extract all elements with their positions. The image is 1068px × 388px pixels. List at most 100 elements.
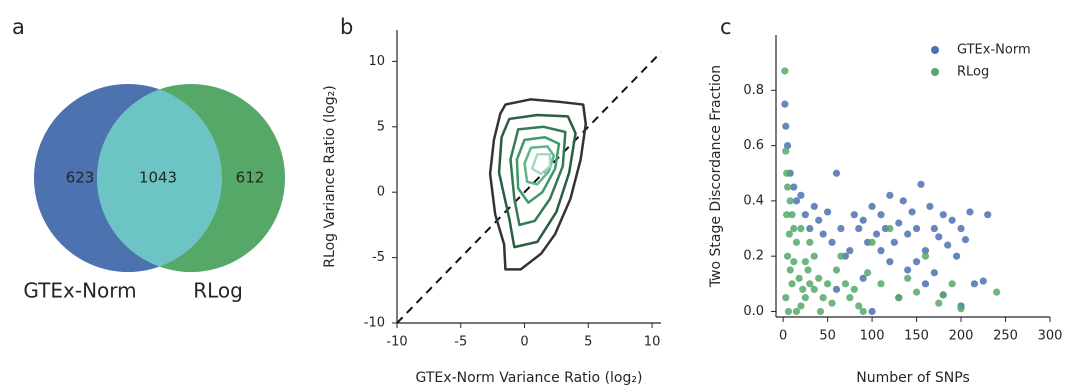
point bbox=[961, 235, 970, 244]
point bbox=[890, 238, 898, 246]
point bbox=[895, 219, 903, 227]
point bbox=[935, 299, 943, 307]
point bbox=[841, 280, 849, 288]
x-tick-label: 100 bbox=[860, 329, 885, 344]
point bbox=[828, 238, 836, 246]
y-tick-label: 0.6 bbox=[743, 138, 764, 153]
point bbox=[948, 280, 956, 288]
point bbox=[912, 258, 921, 266]
point bbox=[823, 208, 832, 216]
point bbox=[926, 202, 934, 211]
point bbox=[979, 277, 987, 285]
point bbox=[859, 307, 867, 316]
identity-line bbox=[396, 51, 662, 324]
point bbox=[908, 208, 916, 216]
point bbox=[783, 141, 792, 150]
contour-line bbox=[523, 145, 556, 186]
point bbox=[855, 224, 863, 233]
point bbox=[806, 280, 814, 288]
x-tick-label: 150 bbox=[904, 329, 929, 344]
set-label: GTEx-Norm bbox=[23, 279, 136, 303]
panel-label: c bbox=[720, 15, 732, 39]
contour-line bbox=[497, 113, 577, 249]
overlap bbox=[97, 84, 222, 272]
point bbox=[939, 211, 947, 219]
point bbox=[819, 230, 827, 238]
point bbox=[785, 230, 793, 238]
point bbox=[859, 274, 867, 282]
y-tick-label: 10 bbox=[368, 54, 385, 69]
point bbox=[815, 274, 823, 282]
point bbox=[952, 252, 961, 260]
point bbox=[801, 294, 809, 302]
x-tick-label: -5 bbox=[454, 335, 467, 350]
panel-label: a bbox=[12, 15, 25, 39]
point bbox=[782, 122, 790, 130]
y-axis-label: Two Stage Discordance Fraction bbox=[708, 65, 724, 288]
x-tick-label: 5 bbox=[584, 335, 592, 350]
point bbox=[904, 274, 912, 282]
point bbox=[957, 224, 965, 233]
x-axis-label: Number of SNPs bbox=[856, 370, 969, 386]
point bbox=[966, 208, 974, 216]
y-tick-label: 0.2 bbox=[743, 249, 764, 264]
point bbox=[797, 224, 805, 233]
point bbox=[939, 291, 947, 299]
point bbox=[783, 183, 792, 191]
point bbox=[837, 252, 845, 260]
contour-line bbox=[515, 136, 561, 204]
x-tick-label: 200 bbox=[949, 329, 974, 344]
point bbox=[784, 307, 793, 316]
point bbox=[783, 211, 791, 219]
point bbox=[786, 266, 794, 274]
legend-marker bbox=[931, 68, 939, 76]
point bbox=[832, 285, 841, 293]
point bbox=[804, 266, 812, 274]
point bbox=[792, 307, 801, 316]
point bbox=[846, 247, 854, 255]
point bbox=[899, 197, 907, 205]
point bbox=[832, 266, 841, 274]
point bbox=[912, 224, 921, 233]
point bbox=[877, 247, 885, 255]
x-axis-label: GTEx-Norm Variance Ratio (log₂) bbox=[416, 370, 643, 386]
y-tick-label: -5 bbox=[372, 250, 385, 265]
point bbox=[957, 305, 965, 313]
point bbox=[790, 183, 798, 191]
point bbox=[828, 299, 836, 307]
point bbox=[792, 238, 801, 246]
point bbox=[816, 307, 825, 316]
x-tick-label: 300 bbox=[1038, 329, 1063, 344]
set-label: RLog bbox=[193, 279, 243, 303]
point bbox=[864, 269, 872, 277]
x-tick-label: 250 bbox=[993, 329, 1018, 344]
point bbox=[837, 224, 845, 233]
panel-label: b bbox=[340, 15, 353, 39]
point bbox=[970, 280, 978, 288]
y-axis-label: RLog Variance Ratio (log₂) bbox=[322, 85, 338, 267]
point bbox=[993, 288, 1001, 296]
point bbox=[895, 294, 903, 302]
x-tick-label: 0 bbox=[520, 335, 528, 350]
y-tick-label: 0.8 bbox=[743, 83, 764, 98]
x-tick-label: 10 bbox=[644, 335, 661, 350]
point bbox=[930, 269, 938, 277]
point bbox=[790, 258, 798, 266]
point bbox=[850, 211, 858, 219]
point bbox=[797, 302, 805, 310]
point bbox=[886, 258, 894, 266]
point bbox=[801, 258, 809, 266]
point bbox=[846, 294, 854, 302]
y-tick-label: -10 bbox=[364, 316, 385, 331]
point bbox=[781, 67, 789, 75]
point bbox=[782, 147, 790, 155]
point bbox=[795, 274, 803, 282]
point bbox=[806, 224, 814, 233]
legend-label: RLog bbox=[957, 65, 989, 80]
point bbox=[921, 252, 930, 260]
point bbox=[868, 307, 876, 316]
point bbox=[788, 211, 796, 219]
count-label: 623 bbox=[66, 169, 95, 187]
point bbox=[790, 224, 798, 233]
